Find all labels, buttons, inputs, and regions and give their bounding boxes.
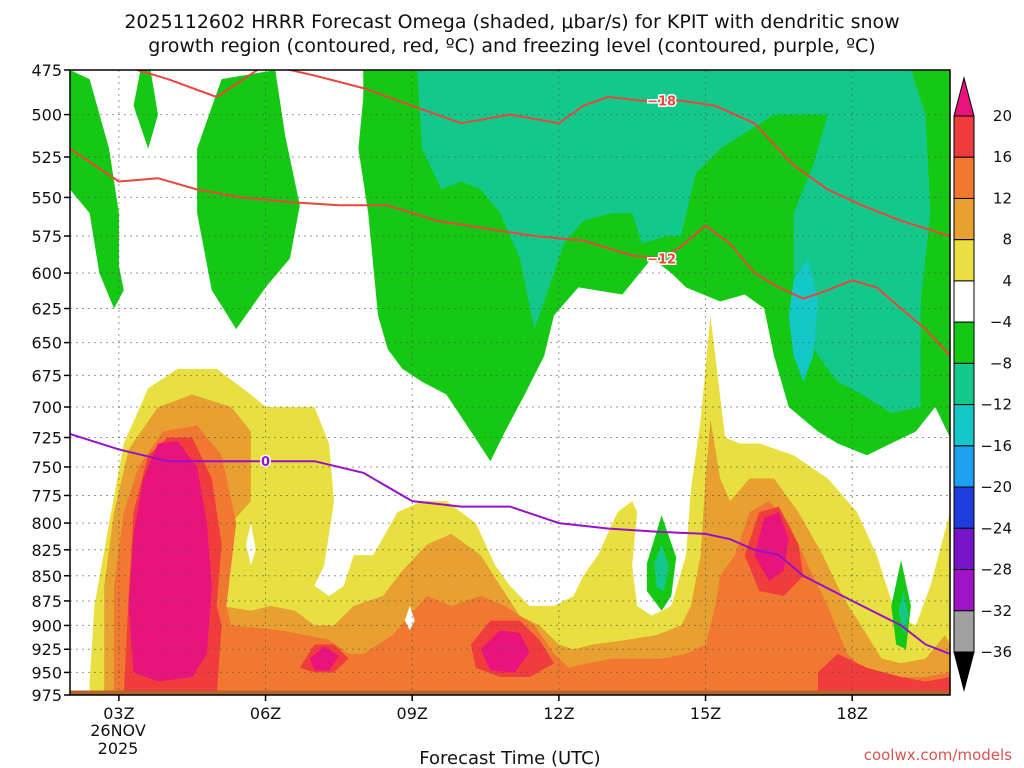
- colorbar-label: −28: [980, 561, 1012, 579]
- x-axis-title: Forecast Time (UTC): [419, 748, 600, 768]
- contour-dgz-minus12: [70, 147, 950, 357]
- y-tick-label: 775: [31, 486, 62, 505]
- y-tick-label: 650: [31, 334, 62, 353]
- colorbar-bin: [953, 527, 975, 571]
- y-tick-label: 825: [31, 541, 62, 560]
- colorbar-label: 12: [993, 189, 1012, 207]
- colorbar-bin-bottom: [953, 651, 975, 692]
- contours: −18 −12 0: [70, 70, 950, 655]
- colorbar-label: −36: [980, 643, 1012, 661]
- omega-region-descent-16-20-surface: [818, 653, 950, 691]
- y-tick-label: 700: [31, 398, 62, 417]
- y-tick-label: 475: [31, 61, 62, 80]
- omega-region-lift-strong-core: [788, 258, 818, 382]
- credit-link[interactable]: coolwx.com/models: [864, 746, 1012, 764]
- y-axis: 475 500 525 550 575 600 625 650 675 700 725 750 775 8…: [31, 61, 70, 705]
- omega-region-neutral-hole-1: [246, 523, 256, 566]
- omega-region-descent-max-3: [480, 630, 530, 673]
- x-tick-label: 03Z: [103, 704, 134, 723]
- colorbar-bin: [953, 115, 975, 158]
- y-tick-label: 800: [31, 514, 62, 533]
- colorbar-bin: [953, 404, 975, 447]
- colorbar-label: −8: [990, 354, 1012, 372]
- colorbar: 20 16 12 8 4 −4 −8 −12 −16 −20 −24 −28 −32 −36: [953, 76, 1012, 692]
- y-tick-label: 525: [31, 148, 62, 167]
- y-tick-label: 500: [31, 106, 62, 125]
- omega-region-lift-upper-mid: [197, 70, 300, 330]
- colorbar-label: 16: [993, 148, 1012, 166]
- x-tick-label: 12Z: [543, 704, 574, 723]
- x-tick-label: 06Z: [250, 704, 281, 723]
- y-tick-label: 900: [31, 616, 62, 635]
- colorbar-bin: [953, 569, 975, 612]
- y-tick-label: 675: [31, 366, 62, 385]
- x-axis: 03Z 06Z 09Z 12Z 15Z 18Z: [103, 695, 868, 723]
- y-tick-label: 925: [31, 640, 62, 659]
- omega-region-descent-12-16: [114, 425, 950, 695]
- omega-region-lift-cell-b-core: [898, 591, 909, 635]
- colorbar-bin: [953, 280, 975, 323]
- colorbar-bin: [953, 445, 975, 488]
- y-tick-label: 575: [31, 227, 62, 246]
- plot-frame: [69, 69, 951, 696]
- colorbar-label: −32: [980, 602, 1012, 620]
- x-tick-label: 15Z: [690, 704, 721, 723]
- contour-freezing-level: [70, 432, 950, 655]
- contour-label-dgz-minus18: −18: [647, 95, 676, 110]
- plot-area: −18 −12 0: [69, 69, 951, 696]
- x-date-line1: 26NOV: [90, 721, 146, 740]
- omega-region-descent-max-4: [754, 512, 789, 581]
- colorbar-bin: [953, 610, 975, 653]
- colorbar-label: 20: [993, 107, 1012, 125]
- y-tick-label: 550: [31, 188, 62, 207]
- colorbar-label: −12: [980, 396, 1012, 414]
- x-tick-label: 09Z: [397, 704, 428, 723]
- omega-region-descent-max-2: [309, 646, 339, 671]
- y-tick-label: 950: [31, 663, 62, 682]
- colorbar-label: −4: [990, 313, 1012, 331]
- omega-region-lift-upper-left: [70, 70, 124, 309]
- chart-title-line2: growth region (contoured, red, ºC) and f…: [148, 35, 875, 57]
- y-tick-label: 725: [31, 429, 62, 448]
- y-tick-label: 875: [31, 592, 62, 611]
- omega-region-neutral-hole-2: [404, 605, 415, 631]
- contour-dgz-minus18: [133, 70, 950, 237]
- colorbar-bin: [953, 321, 975, 364]
- y-tick-label: 625: [31, 300, 62, 319]
- colorbar-label: 8: [1002, 231, 1012, 249]
- omega-region-descent-max-left: [128, 441, 212, 682]
- colorbar-label: −24: [980, 519, 1012, 537]
- y-tick-label: 600: [31, 264, 62, 283]
- colorbar-bin: [953, 486, 975, 529]
- omega-region-lift-moderate-upper: [417, 70, 931, 414]
- x-tick-label: 18Z: [837, 704, 868, 723]
- omega-region-lift-cell-c: [133, 70, 158, 149]
- contour-label-dgz-minus12: −12: [647, 252, 676, 267]
- colorbar-bin: [953, 239, 975, 282]
- omega-region-lift-cell-a-core: [654, 544, 669, 591]
- colorbar-label: −20: [980, 478, 1012, 496]
- gridlines: [70, 70, 950, 695]
- chart-title-line1: 2025112602 HRRR Forecast Omega (shaded, …: [124, 11, 899, 33]
- colorbar-bin: [953, 197, 975, 241]
- omega-shading: [70, 70, 950, 695]
- y-tick-label: 975: [31, 686, 62, 705]
- surface-band: [70, 690, 950, 695]
- contour-label-freezing-level: 0: [261, 455, 270, 470]
- y-tick-label: 750: [31, 458, 62, 477]
- colorbar-bin-top: [953, 76, 975, 117]
- colorbar-label: 4: [1002, 272, 1012, 290]
- colorbar-bin: [953, 156, 975, 199]
- colorbar-label: −16: [980, 437, 1012, 455]
- colorbar-bin: [953, 362, 975, 406]
- y-tick-label: 850: [31, 567, 62, 586]
- x-date-line2: 2025: [98, 739, 139, 758]
